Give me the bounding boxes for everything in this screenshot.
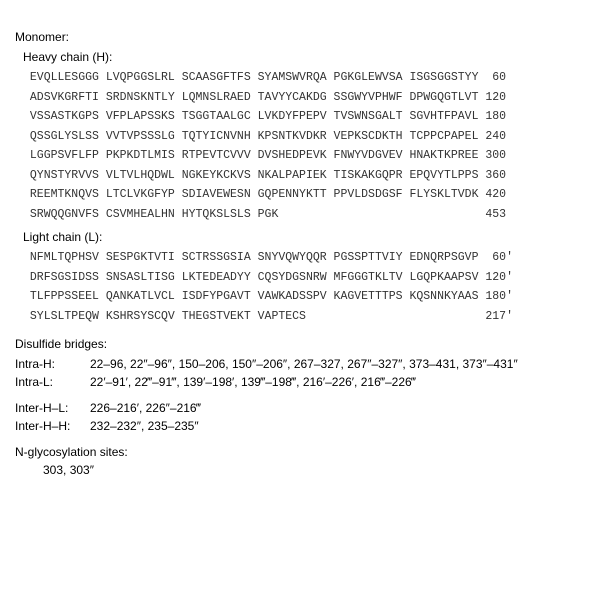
intra-l-val: 22′–91′, 22‴–91‴, 139′–198′, 139‴–198‴, … [90,373,585,391]
disulfide-label: Disulfide bridges: [15,337,585,351]
glyco-label: N-glycosylation sites: [15,445,585,459]
intra-h-row: Intra-H: 22–96, 22″–96″, 150–206, 150″–2… [15,355,585,373]
monomer-label: Monomer: [15,30,585,44]
light-chain-label: Light chain (L): [23,230,585,244]
inter-hh-val: 232–232″, 235–235″ [90,417,585,435]
inter-hl-row: Inter-H–L: 226–216′, 226″–216‴ [15,399,585,417]
glyco-val: 303, 303″ [43,463,585,477]
intra-h-val: 22–96, 22″–96″, 150–206, 150″–206″, 267–… [90,355,585,373]
intra-h-key: Intra-H: [15,355,90,373]
inter-hh-key: Inter-H–H: [15,417,90,435]
inter-hl-key: Inter-H–L: [15,399,90,417]
intra-l-row: Intra-L: 22′–91′, 22‴–91‴, 139′–198′, 13… [15,373,585,391]
intra-block: Intra-H: 22–96, 22″–96″, 150–206, 150″–2… [15,355,585,391]
light-chain-sequence: NFMLTQPHSV SESPGKTVTI SCTRSSGSIA SNYVQWY… [23,248,585,326]
inter-hl-val: 226–216′, 226″–216‴ [90,399,585,417]
heavy-chain-sequence: EVQLLESGGG LVQPGGSLRL SCAASGFTFS SYAMSWV… [23,68,585,224]
inter-hh-row: Inter-H–H: 232–232″, 235–235″ [15,417,585,435]
intra-l-key: Intra-L: [15,373,90,391]
inter-block: Inter-H–L: 226–216′, 226″–216‴ Inter-H–H… [15,399,585,435]
heavy-chain-label: Heavy chain (H): [23,50,585,64]
